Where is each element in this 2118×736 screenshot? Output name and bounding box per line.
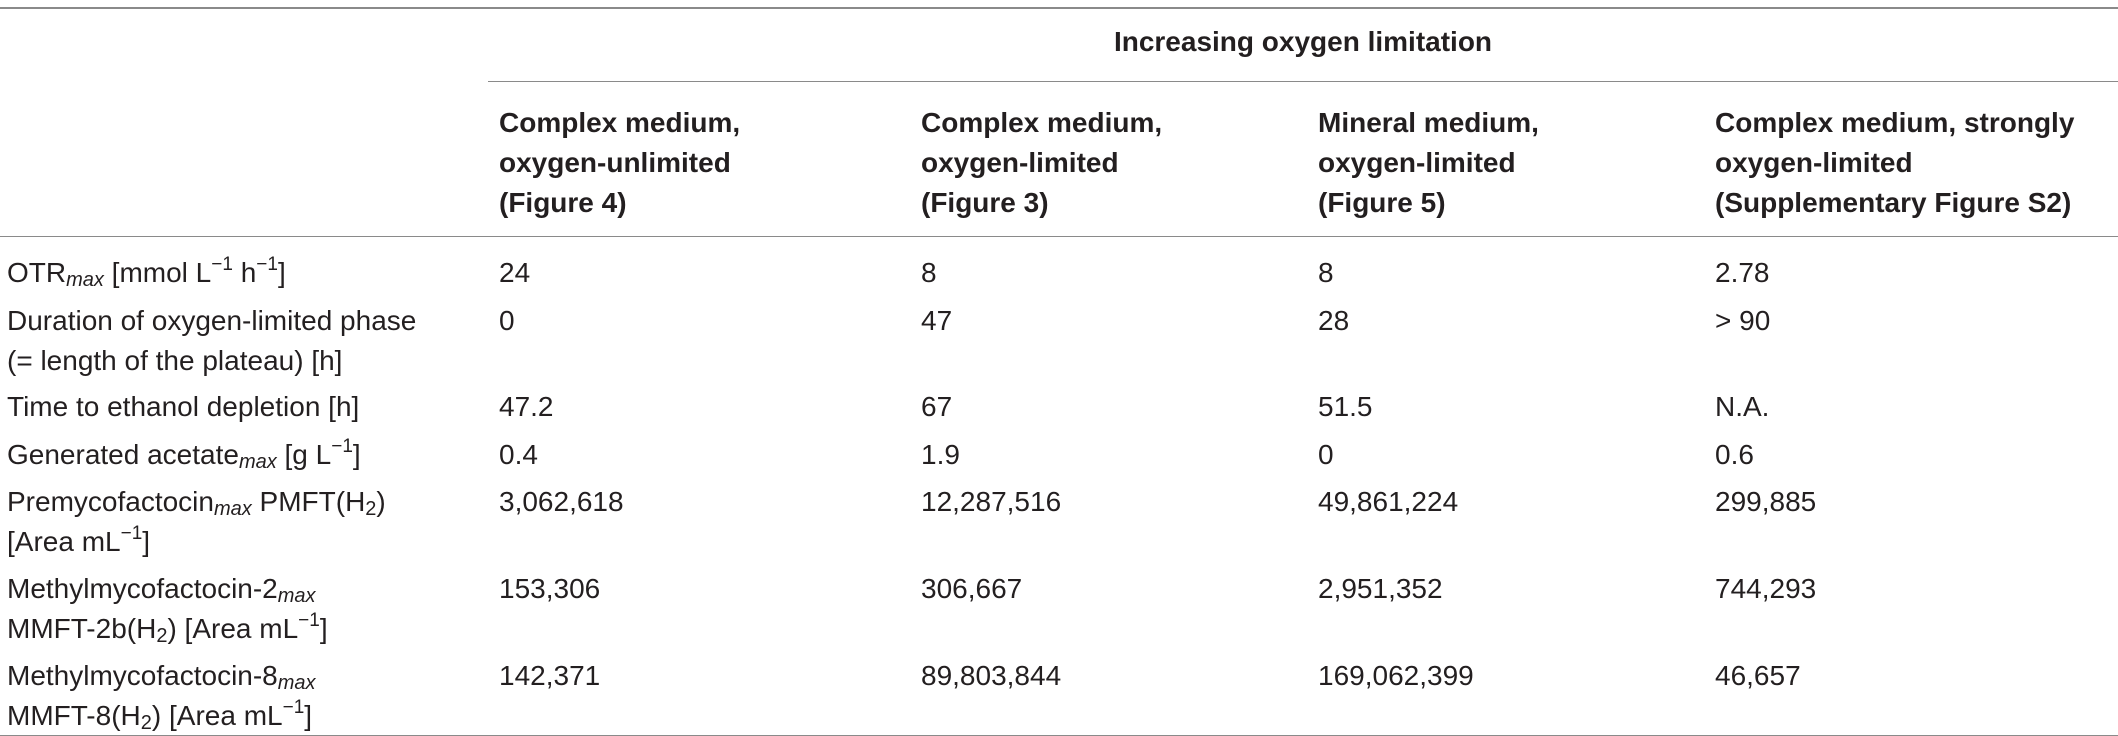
table-cell: 299,885 — [1715, 486, 1817, 517]
table-cell: 0.4 — [499, 439, 538, 470]
table-cell: 0 — [1318, 439, 1334, 470]
table-top-rule — [0, 7, 2118, 9]
group-header: Increasing oxygen limitation — [1113, 26, 1493, 57]
column-header-line: (Figure 3) — [921, 187, 1049, 218]
column-header-line: oxygen-limited — [1715, 147, 1913, 178]
row-label: Methylmycofactocin-2max MMFT-2b(H2) [Are… — [7, 573, 328, 647]
column-header-2: Complex medium, oxygen-limited (Figure 3… — [921, 103, 1162, 223]
table-cell: 24 — [499, 257, 531, 288]
table-cell: 47.2 — [499, 391, 554, 422]
row-label: Premycofactocinmax PMFT(H2) [Area mL−1] — [7, 486, 386, 557]
table-cell: 49,861,224 — [1318, 486, 1459, 517]
column-header-line: Complex medium, — [499, 107, 741, 138]
table-cell: 744,293 — [1715, 573, 1817, 604]
table-cell: 0.6 — [1715, 439, 1754, 470]
column-header-line: (Supplementary Figure S2) — [1715, 187, 2072, 218]
column-header-line: Complex medium, strongly — [1715, 107, 2075, 138]
column-header-line: oxygen-limited — [921, 147, 1119, 178]
column-header-line: Mineral medium, — [1318, 107, 1539, 138]
column-header-1: Complex medium, oxygen-unlimited (Figure… — [499, 103, 740, 223]
row-label: Duration of oxygen-limited phase (= leng… — [7, 305, 417, 376]
table-cell: 1.9 — [921, 439, 960, 470]
column-header-line: (Figure 4) — [499, 187, 627, 218]
column-header-3: Mineral medium, oxygen-limited (Figure 5… — [1318, 103, 1539, 223]
header-bottom-rule — [0, 236, 2118, 237]
group-header-rule — [488, 81, 2118, 82]
table-cell: 28 — [1318, 305, 1350, 336]
table-cell: 169,062,399 — [1318, 660, 1474, 691]
column-header-line: (Figure 5) — [1318, 187, 1446, 218]
table-cell: 8 — [921, 257, 937, 288]
table-cell: N.A. — [1715, 391, 1770, 422]
table-cell: 8 — [1318, 257, 1334, 288]
column-header-line: oxygen-limited — [1318, 147, 1516, 178]
table-cell: 51.5 — [1318, 391, 1373, 422]
table-cell: 2.78 — [1715, 257, 1770, 288]
table-cell: 3,062,618 — [499, 486, 624, 517]
table-cell: 47 — [921, 305, 953, 336]
table-cell: 142,371 — [499, 660, 601, 691]
table-cell: 153,306 — [499, 573, 601, 604]
table-cell: 46,657 — [1715, 660, 1801, 691]
table-cell: 67 — [921, 391, 953, 422]
row-label: Methylmycofactocin-8max MMFT-8(H2) [Area… — [7, 660, 316, 734]
table-cell: 306,667 — [921, 573, 1023, 604]
column-header-line: oxygen-unlimited — [499, 147, 731, 178]
column-header-line: Complex medium, — [921, 107, 1163, 138]
table-cell: 89,803,844 — [921, 660, 1062, 691]
table-cell: 2,951,352 — [1318, 573, 1443, 604]
table-cell: 0 — [499, 305, 515, 336]
table-cell: 12,287,516 — [921, 486, 1062, 517]
row-label: OTRmax [mmol L−1 h−1] — [7, 254, 286, 291]
row-label: Time to ethanol depletion [h] — [7, 391, 360, 422]
row-label: Generated acetatemax [g L−1] — [7, 436, 361, 473]
table-cell: > 90 — [1715, 305, 1771, 336]
column-header-4: Complex medium, strongly oxygen-limited … — [1715, 103, 2074, 223]
